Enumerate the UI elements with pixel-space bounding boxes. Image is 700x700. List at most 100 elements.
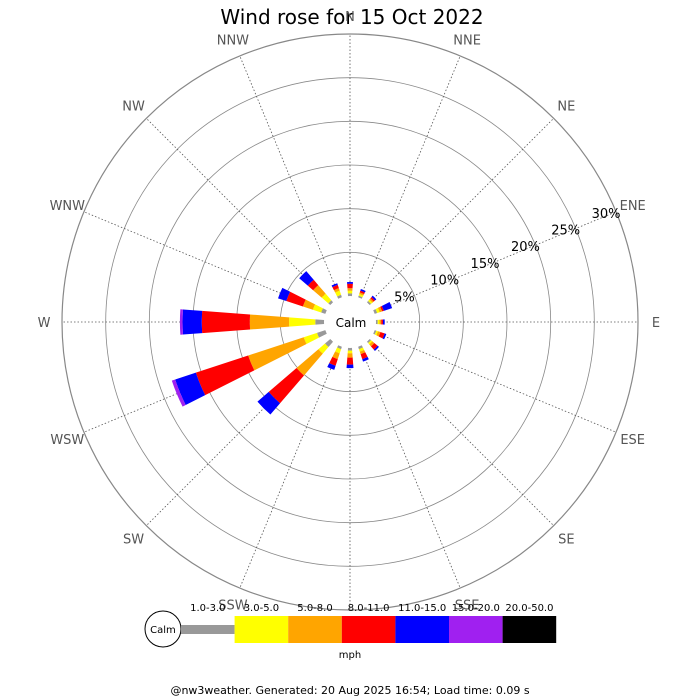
bar-wsw-bin-3	[195, 355, 255, 396]
radial-tick-label: 30%	[592, 207, 621, 222]
bar-nw-bin-4	[299, 271, 314, 286]
bar-nne-bin-0	[358, 295, 363, 299]
legend-bin-label: 8.0-11.0	[348, 603, 390, 614]
bar-n-bin-1	[347, 290, 353, 294]
spoke-nnw	[239, 55, 341, 299]
direction-label-ne: NE	[557, 100, 575, 115]
bar-ene-bin-3	[380, 305, 384, 312]
bar-wsw-bin-1	[303, 332, 319, 344]
bar-nw-bin-0	[328, 300, 334, 306]
bar-e-bin-2	[379, 319, 382, 325]
bar-s-bin-2	[347, 353, 353, 358]
spoke-ese	[373, 331, 617, 433]
bar-nnw-bin-2	[333, 288, 340, 293]
bar-ese-bin-1	[374, 330, 379, 336]
bar-ese-bin-3	[378, 332, 385, 339]
bar-wsw-bin-4	[175, 372, 206, 405]
bar-sse-bin-0	[358, 345, 363, 350]
bar-ssw-bin-3	[329, 356, 338, 366]
direction-label-nnw: NNW	[217, 33, 249, 48]
direction-label-ssw: SSW	[218, 599, 248, 614]
legend-unit: mph	[339, 650, 361, 661]
bar-nne-bin-4	[360, 289, 366, 293]
legend-swatch-4	[395, 616, 449, 643]
bar-s-bin-1	[347, 350, 353, 354]
legend-swatch-5	[449, 616, 503, 643]
direction-label-ene: ENE	[620, 199, 646, 214]
bar-w-bin-3	[201, 310, 251, 334]
bar-s-bin-0	[347, 347, 353, 351]
bar-e-bin-1	[377, 319, 380, 325]
bar-ene-bin-0	[373, 309, 378, 314]
bar-w-bin-2	[249, 314, 290, 330]
spoke-sw	[146, 340, 332, 526]
speed-legend: Calm 1.0-3.0 3.0-5.0 5.0-8.0 8.0-11.0 11.0-1…	[144, 603, 557, 661]
bar-wnw-bin-3	[286, 291, 306, 307]
bar-ne-bin-1	[368, 299, 373, 304]
bar-ese-bin-4	[382, 333, 387, 340]
bar-w-bin-1	[289, 317, 316, 327]
bar-wsw-bin-0	[317, 330, 327, 338]
bar-nne-bin-2	[359, 292, 365, 296]
bar-nne-bin-1	[358, 293, 364, 298]
direction-label-wnw: WNW	[50, 199, 86, 214]
legend-bin-label: 20.0-50.0	[505, 603, 553, 614]
bar-w-bin-0	[315, 319, 325, 325]
direction-label-wsw: WSW	[50, 433, 84, 448]
bar-sw-bin-0	[324, 338, 334, 348]
bar-se-bin-0	[366, 338, 372, 344]
radial-tick-label: 15%	[471, 257, 500, 272]
bar-ssw-bin-2	[332, 351, 340, 360]
bar-ene-bin-4	[381, 302, 393, 311]
direction-label-ese: ESE	[620, 433, 645, 448]
calm-center-label: Calm	[336, 316, 367, 330]
bar-n-bin-2	[347, 288, 353, 291]
wind-bars	[171, 271, 393, 415]
legend-swatch-0	[181, 625, 235, 634]
bar-sw-bin-4	[257, 391, 281, 415]
bar-se-bin-4	[373, 345, 379, 351]
bar-sw-bin-1	[318, 343, 329, 354]
bar-ssw-bin-4	[327, 363, 336, 370]
direction-label-se: SE	[558, 532, 574, 547]
bar-e-bin-3	[381, 319, 383, 325]
bar-wnw-bin-4	[278, 287, 291, 302]
bar-sse-bin-4	[362, 356, 369, 362]
bar-nnw-bin-1	[335, 290, 342, 297]
calm-center: Calm	[326, 298, 374, 346]
bar-nnw-bin-0	[337, 294, 342, 299]
bar-sse-bin-1	[358, 347, 365, 352]
bar-ene-bin-1	[375, 307, 380, 314]
bar-sse-bin-3	[360, 352, 368, 360]
legend-bin-label: 15.0-20.0	[452, 603, 500, 614]
bar-sw-bin-3	[268, 367, 305, 404]
legend-swatch-3	[341, 616, 396, 643]
spoke-ssw	[239, 345, 341, 589]
bar-sw-bin-2	[296, 349, 323, 376]
spoke-ene	[373, 211, 617, 313]
bar-nw-bin-1	[321, 293, 332, 304]
bar-se-bin-2	[369, 341, 375, 347]
bar-ne-bin-2	[369, 298, 374, 303]
bar-wnw-bin-0	[321, 308, 327, 314]
bar-se-bin-1	[368, 340, 373, 345]
direction-label-n: N	[345, 10, 355, 25]
grid-ring	[61, 33, 639, 611]
bar-n-bin-4	[347, 282, 353, 284]
radial-tick-label: 25%	[551, 224, 580, 239]
bar-sse-bin-2	[359, 349, 366, 355]
direction-label-sw: SW	[123, 532, 144, 547]
spoke-nne	[359, 55, 461, 299]
bar-nw-bin-2	[313, 285, 326, 298]
direction-label-e: E	[652, 316, 660, 331]
spoke-sse	[359, 345, 461, 589]
bar-w-bin-5	[179, 309, 183, 335]
bar-ene-bin-2	[377, 306, 383, 313]
chart-title: Wind rose for 15 Oct 2022	[220, 5, 483, 29]
grid-ring	[148, 120, 552, 524]
direction-labels: NNNENEENEEESESESSESSSWSWWSWWWNWNWNNW	[38, 10, 661, 637]
direction-label-w: W	[38, 316, 51, 331]
bar-wsw-bin-5	[171, 379, 186, 407]
spoke-se	[368, 340, 554, 526]
